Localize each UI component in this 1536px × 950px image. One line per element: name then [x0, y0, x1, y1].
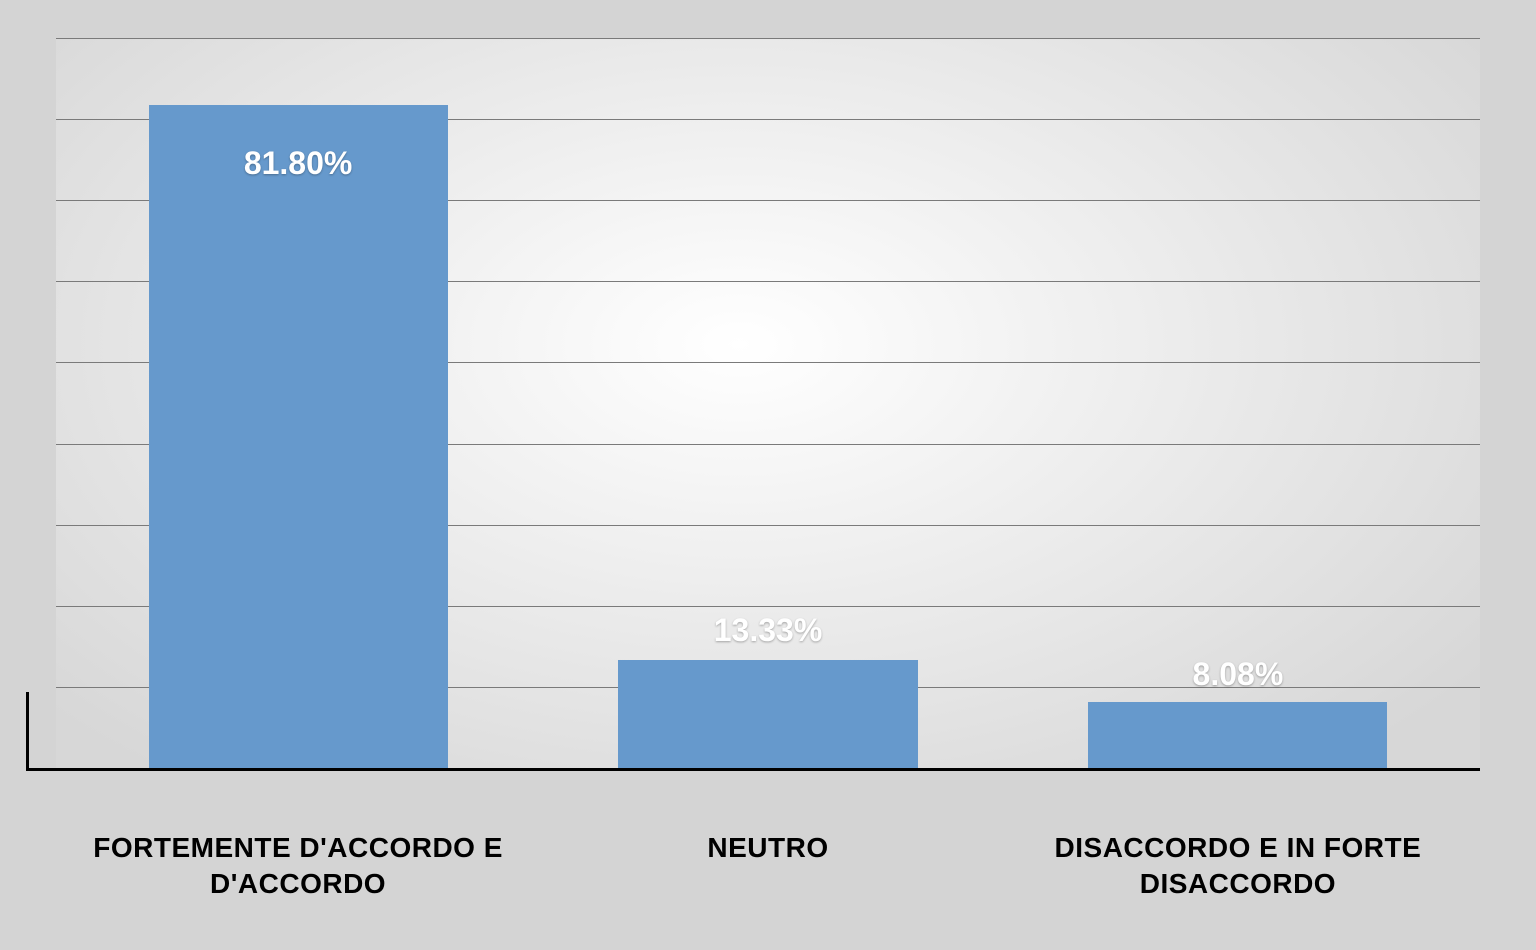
- bar-chart: 81.80% 13.33% 8.08% FORTEMENTE D'ACCORDO E …: [0, 0, 1536, 950]
- bar: [149, 105, 448, 768]
- y-axis: [26, 692, 29, 771]
- bar-value-label: 13.33%: [714, 612, 823, 649]
- bar-value-label: 81.80%: [244, 145, 353, 182]
- category-label: DISACCORDO E IN FORTE DISACCORDO: [1018, 830, 1458, 902]
- plot-area: 81.80% 13.33% 8.08%: [56, 38, 1480, 768]
- bar: [1088, 702, 1387, 768]
- category-label: NEUTRO: [548, 830, 988, 866]
- category-label: FORTEMENTE D'ACCORDO E D'ACCORDO: [78, 830, 518, 902]
- bar: [618, 660, 917, 768]
- x-axis: [26, 768, 1480, 771]
- bars-layer: 81.80% 13.33% 8.08%: [56, 38, 1480, 768]
- bar-value-label: 8.08%: [1193, 656, 1284, 693]
